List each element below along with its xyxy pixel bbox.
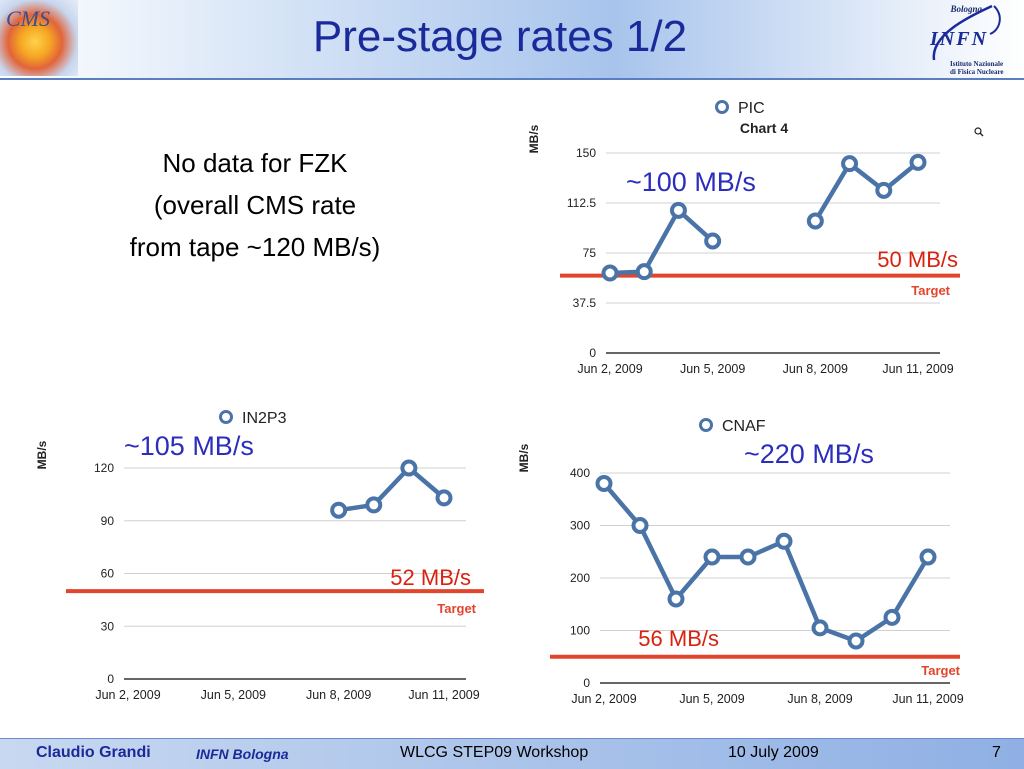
cnaf-x-tick-label: Jun 5, 2009 — [679, 692, 744, 706]
in2p3-x-tick-label: Jun 8, 2009 — [306, 688, 371, 702]
pic-y-tick-label: 37.5 — [573, 296, 597, 310]
infn-name: INFN — [930, 28, 989, 50]
note-line-1: No data for FZK — [162, 148, 348, 178]
cnaf-legend-marker — [699, 418, 713, 432]
in2p3-y-axis-label: MB/s — [35, 440, 49, 469]
page-title: Pre-stage rates 1/2 — [312, 12, 688, 61]
pic-data-point — [875, 181, 893, 199]
pic-y-tick-label: 0 — [589, 346, 596, 360]
cnaf-y-axis-label: MB/s — [517, 443, 531, 472]
cnaf-y-tick-label: 400 — [570, 466, 590, 480]
infn-subtitle-1: Istituto Nazionale — [950, 60, 1004, 68]
in2p3-legend-label: IN2P3 — [242, 410, 287, 427]
cnaf-data-point — [595, 475, 613, 492]
in2p3-y-tick-label: 90 — [101, 514, 115, 528]
pic-series-line — [609, 208, 715, 276]
in2p3-target-label: Target — [437, 601, 476, 616]
pic-chart-title: Chart 4 — [740, 120, 788, 136]
pic-chart-svg: 0 37.5 75 112.5 150 Jun 2, 2009 Jun 5, 2009 Jun… — [527, 100, 984, 376]
in2p3-chart-svg: 0 30 60 90 120 Jun 2, 2009 Jun 5, 2009 Jun 8, 2… — [35, 410, 484, 702]
pic-y-tick-label: 75 — [583, 246, 597, 260]
in2p3-x-tick-label: Jun 11, 2009 — [408, 688, 479, 702]
pic-rate-annotation: ~100 MB/s — [626, 167, 756, 197]
in2p3-data-point — [330, 501, 348, 519]
in2p3-y-tick-label: 60 — [101, 567, 115, 581]
cnaf-x-tick-label: Jun 2, 2009 — [571, 692, 636, 706]
in2p3-target-rate-annotation: 52 MB/s — [390, 565, 471, 590]
note-line-2: (overall CMS rate — [153, 190, 357, 220]
infn-logo: Bologna INFN Istituto Nazionale di Fisic… — [920, 2, 1024, 76]
cnaf-rate-annotation: ~220 MB/s — [744, 439, 874, 469]
pic-legend-label: PIC — [738, 100, 765, 117]
in2p3-x-tick-label: Jun 2, 2009 — [95, 688, 160, 702]
cnaf-y-tick-label: 0 — [583, 676, 590, 690]
pic-data-point — [704, 232, 722, 250]
in2p3-chart: 0 30 60 90 120 Jun 2, 2009 Jun 5, 2009 Jun 8, 2… — [28, 405, 498, 710]
cms-logo-text: CMS — [6, 6, 50, 31]
pic-y-tick-label: 150 — [576, 146, 596, 160]
cnaf-y-tick-label: 100 — [570, 624, 590, 638]
cnaf-series-line — [602, 482, 930, 644]
in2p3-series-line — [338, 465, 446, 513]
pic-y-axis-label: MB/s — [527, 124, 541, 153]
footer-institution: INFN Bologna — [196, 746, 289, 762]
in2p3-data-point — [435, 489, 453, 507]
note-line-3: from tape ~120 MB/s) — [129, 232, 381, 262]
pic-x-tick-label: Jun 11, 2009 — [882, 362, 953, 376]
footer-author: Claudio Grandi — [36, 744, 151, 761]
pic-data-point — [841, 155, 859, 173]
cnaf-data-point — [919, 548, 937, 566]
cnaf-x-tick-label: Jun 8, 2009 — [787, 692, 852, 706]
pic-series-line — [813, 160, 920, 223]
cnaf-data-point — [775, 532, 793, 550]
fzk-note: No data for FZK (overall CMS rate from t… — [60, 142, 450, 268]
pic-x-tick-label: Jun 2, 2009 — [577, 362, 642, 376]
infn-swoosh-icon — [932, 4, 1001, 61]
cnaf-data-point — [883, 608, 901, 626]
in2p3-data-point — [365, 496, 383, 514]
pic-data-point — [669, 201, 687, 219]
in2p3-y-tick-label: 0 — [107, 672, 114, 686]
cnaf-data-point — [739, 548, 757, 566]
in2p3-y-tick-label: 120 — [94, 461, 114, 475]
pic-x-tick-label: Jun 5, 2009 — [680, 362, 745, 376]
pic-data-point — [806, 212, 824, 230]
cnaf-chart: 0 100 200 300 400 Jun 2, 2009 Jun 5, 2009 Jun 8… — [516, 410, 988, 710]
cnaf-target-rate-annotation: 56 MB/s — [638, 626, 719, 651]
in2p3-legend-marker — [219, 410, 233, 424]
pic-data-point — [909, 153, 927, 171]
cnaf-data-point — [703, 548, 721, 566]
cnaf-y-tick-label: 200 — [570, 571, 590, 585]
pic-y-tick-label: 112.5 — [567, 196, 596, 210]
cnaf-y-tick-label: 300 — [570, 519, 590, 533]
pic-target-label: Target — [911, 283, 950, 298]
footer-date: 10 July 2009 — [728, 744, 819, 761]
cnaf-x-tick-label: Jun 11, 2009 — [892, 692, 963, 706]
slide-header: CMS Pre-stage rates 1/2 Bologna INFN Ist… — [0, 0, 1024, 80]
cnaf-data-point — [631, 517, 649, 534]
in2p3-data-point — [400, 459, 418, 477]
cnaf-chart-svg: 0 100 200 300 400 Jun 2, 2009 Jun 5, 2009 Jun 8… — [517, 418, 964, 706]
footer-event: WLCG STEP09 Workshop — [400, 744, 589, 761]
pic-x-tick-label: Jun 8, 2009 — [783, 362, 848, 376]
pic-data-point — [601, 264, 619, 282]
pic-chart: 0 37.5 75 112.5 150 Jun 2, 2009 Jun 5, 2009 Jun… — [520, 95, 984, 385]
pic-data-point — [635, 263, 653, 281]
footer-page-number: 7 — [992, 744, 1001, 761]
cnaf-data-point — [667, 590, 685, 608]
cms-logo: CMS — [0, 0, 78, 76]
cnaf-legend-label: CNAF — [722, 418, 766, 435]
in2p3-y-tick-label: 30 — [101, 619, 115, 633]
cnaf-data-point — [811, 619, 829, 637]
cnaf-data-point — [847, 632, 865, 650]
in2p3-rate-annotation: ~105 MB/s — [124, 431, 254, 461]
in2p3-x-tick-label: Jun 5, 2009 — [201, 688, 266, 702]
magnifier-icon[interactable] — [974, 127, 984, 137]
infn-subtitle-2: di Fisica Nucleare — [950, 68, 1004, 76]
pic-target-rate-annotation: 50 MB/s — [877, 247, 958, 272]
cnaf-target-label: Target — [921, 663, 960, 678]
infn-city: Bologna — [950, 4, 982, 14]
slide-footer: Claudio Grandi INFN Bologna WLCG STEP09 … — [0, 738, 1024, 769]
pic-legend-marker — [715, 100, 729, 114]
